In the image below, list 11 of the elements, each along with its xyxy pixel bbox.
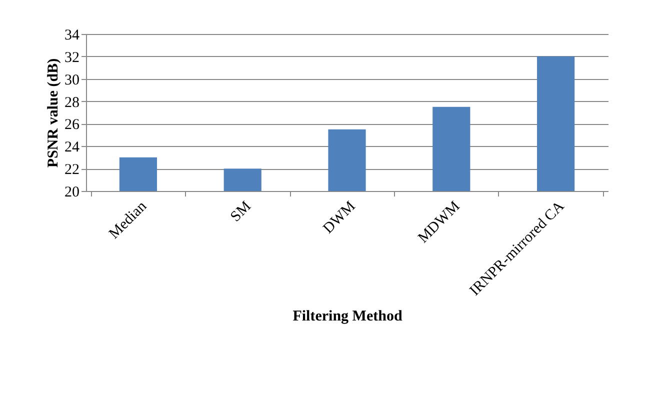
y-axis-title: PSNR value (dB) [46, 58, 62, 168]
y-tick-label: 28 [64, 94, 80, 111]
x-tick-label: SM [228, 198, 254, 226]
y-tick-label: 30 [64, 72, 80, 88]
y-tick-label: 22 [64, 162, 80, 178]
x-axis-title: Filtering Method [292, 308, 403, 324]
y-tick-label: 24 [64, 140, 80, 156]
y-tick-label: 26 [64, 117, 80, 134]
y-tick-label: 20 [64, 184, 80, 200]
y-tick-label: 34 [64, 28, 80, 44]
y-tick-label: 32 [64, 50, 80, 66]
